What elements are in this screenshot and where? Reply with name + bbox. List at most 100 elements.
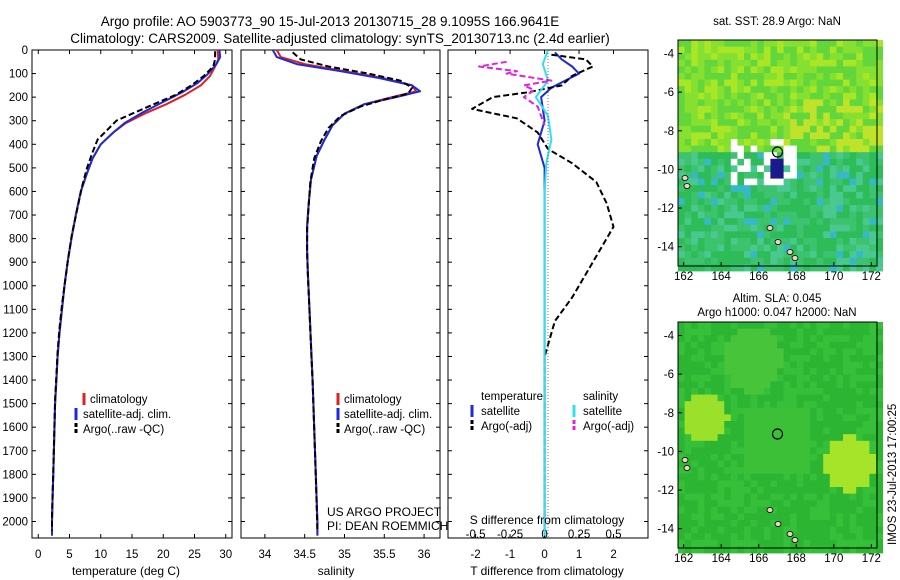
map-cell [730,66,738,74]
map-cell [777,218,784,226]
salinity-xlabel: salinity [318,564,355,578]
map-cell [777,374,784,382]
map-cell [757,46,765,54]
map-cell [684,106,692,113]
map-cell [717,59,725,67]
map-cell [770,460,778,468]
map-cell [717,546,725,554]
map-cell [717,264,725,272]
map-cell [876,218,883,226]
map-cell [849,211,857,219]
map-cell [691,40,699,47]
map-cell [816,99,824,107]
map-y-tick-label: -14 [657,524,674,536]
map-cell [711,394,718,402]
map-cell [796,460,804,468]
map-cell [684,53,692,61]
map-cell [869,119,877,127]
map-cell [697,73,705,80]
map-cell [730,251,738,259]
map-cell [750,467,758,475]
map-cell [730,158,738,166]
map-cell [823,500,831,508]
map-cell [704,447,712,455]
map-cell [856,493,864,501]
map-cell [697,59,705,67]
map-cell [724,460,732,468]
map-cell [684,407,692,415]
map-cell [757,394,765,402]
map-cell [783,427,791,435]
map-cell [869,487,877,494]
map-cell [763,73,771,80]
map-cell [763,46,771,54]
map-cell [829,165,837,173]
map-cell [744,440,751,448]
map-cell [750,335,758,343]
map-cell [829,447,837,455]
map-cell [869,145,877,153]
map-cell [836,381,844,389]
map-cell [737,500,745,508]
island [683,465,691,471]
map-cell [869,434,877,442]
map-cell [796,238,804,245]
map-cell [691,493,699,501]
map-cell [843,158,850,166]
map-cell [678,361,685,369]
map-cell [717,361,725,369]
map-cell [744,112,751,120]
map-cell [869,341,877,349]
map-cell [829,86,837,94]
map-cell [869,53,877,61]
map-cell [724,40,732,47]
map-cell [730,119,738,127]
map-cell [711,178,718,186]
map-cell [843,361,850,369]
map-cell [737,224,745,232]
map-cell [823,238,831,245]
map-cell [730,224,738,232]
map-cell [711,440,718,448]
map-cell [750,355,758,362]
map-cell [777,401,784,409]
island [766,225,774,231]
map-cell [724,238,732,245]
map-cell [862,152,870,160]
map-cell [777,132,784,140]
map-cell [810,434,817,442]
y-tick-label: 800 [9,234,28,246]
map-cell [711,480,718,488]
map-cell [678,106,685,113]
map-cell [724,394,732,402]
map-cell [757,145,765,153]
map-cell [704,106,712,113]
map-cell [790,198,798,206]
map-cell [823,251,831,259]
map-cell [843,407,850,415]
map-cell [704,328,712,336]
map-cell [783,53,791,61]
map-cell [757,355,765,362]
map-cell [717,487,725,494]
map-cell [790,218,798,226]
map-cell [757,374,765,382]
map-cell [678,132,685,140]
map-cell [737,407,745,415]
map-cell [744,251,751,259]
map-cell [816,473,824,481]
map-cell [770,205,778,212]
map-cell [717,440,725,448]
map-cell [757,473,765,481]
map-cell [744,205,751,212]
map-cell [876,92,883,100]
map-cell [869,539,877,547]
map-cell [862,487,870,494]
map-cell [856,454,864,461]
map-cell [816,53,824,61]
map-cell [862,40,870,47]
legend-label-s-satellite: satellite [583,406,622,418]
map-cell [783,191,791,199]
map-cell [856,440,864,448]
map-cell [678,257,685,265]
